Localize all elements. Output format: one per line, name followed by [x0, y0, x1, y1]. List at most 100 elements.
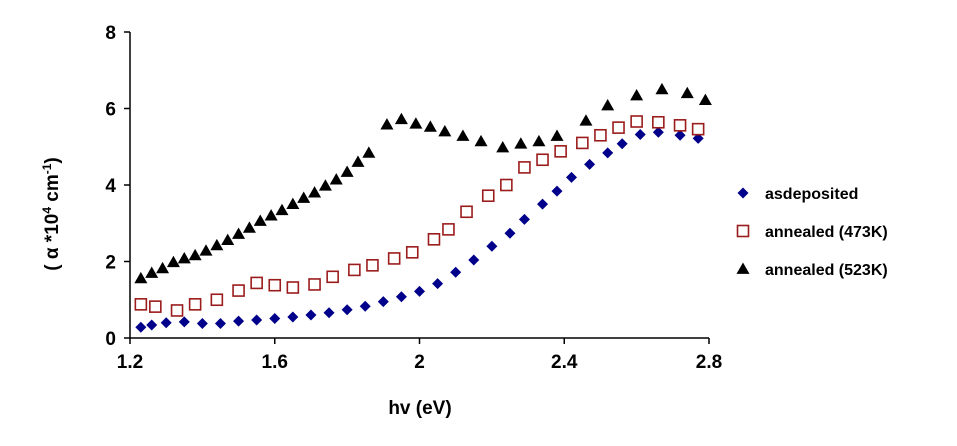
data-point [340, 165, 354, 177]
data-point [692, 132, 704, 144]
data-point [674, 129, 686, 141]
data-point [616, 138, 628, 150]
data-point [518, 161, 531, 174]
y-axis-title-superscript: -1 [40, 163, 54, 174]
x-tick-label: 1.2 [117, 352, 143, 373]
data-point [460, 205, 473, 219]
data-point [134, 271, 148, 284]
data-point [481, 189, 495, 203]
data-point [308, 278, 321, 291]
data-point [242, 221, 256, 233]
data-point [518, 213, 530, 225]
data-point [188, 248, 202, 261]
data-point [602, 147, 614, 159]
data-point [362, 146, 376, 158]
series-3 [134, 82, 712, 284]
data-point [496, 141, 510, 153]
data-point [210, 238, 224, 251]
data-point [221, 233, 235, 245]
data-point [514, 137, 528, 149]
data-point [576, 136, 589, 150]
y-tick-label: 2 [105, 253, 116, 274]
legend-label: annealed (523K) [765, 262, 888, 279]
data-point [680, 86, 694, 99]
data-point [405, 246, 419, 259]
data-point [486, 240, 498, 252]
data-point [395, 291, 407, 303]
data-point [297, 191, 311, 203]
x-tick-label: 2 [414, 352, 425, 373]
data-point [275, 203, 289, 216]
data-point [177, 251, 191, 264]
y-tick-label: 6 [105, 100, 116, 121]
series-2 [134, 115, 705, 317]
data-point [323, 307, 335, 319]
data-point [269, 312, 281, 324]
data-point [551, 185, 563, 197]
y-tick-labels: 0 2 4 6 8 [105, 23, 116, 350]
axes [124, 31, 710, 344]
data-point [550, 129, 564, 141]
legend: asdeposited annealed (473K) annealed (523K… [736, 186, 888, 279]
y-tick-label: 4 [105, 176, 116, 197]
y-tick-label: 8 [105, 23, 116, 44]
x-tick-label: 2.8 [696, 352, 722, 373]
data-point [287, 311, 299, 323]
y-axis-title-part: ) [42, 157, 63, 163]
data-points [134, 82, 712, 333]
data-point [188, 298, 202, 311]
data-point [554, 145, 567, 158]
data-point [594, 128, 607, 142]
legend-label: annealed (473K) [765, 224, 888, 241]
data-point [264, 209, 278, 221]
data-point [442, 223, 455, 236]
data-point [233, 315, 245, 327]
data-point [251, 314, 263, 326]
y-axis-title-part: cm [42, 174, 63, 207]
data-point [394, 112, 408, 125]
data-point [329, 173, 343, 185]
data-point [673, 119, 687, 132]
data-point [377, 296, 389, 308]
legend-marker [736, 224, 750, 238]
data-point [308, 186, 322, 198]
data-point [160, 317, 172, 329]
data-point [199, 244, 213, 256]
data-point [634, 129, 646, 141]
x-tick-labels: 1.2 1.6 2 2.4 2.8 [117, 352, 722, 373]
data-point [253, 214, 267, 226]
data-point [579, 114, 593, 126]
data-point [423, 120, 437, 132]
data-point [250, 276, 263, 290]
legend-marker [737, 187, 749, 199]
data-point [612, 121, 625, 134]
data-point [536, 153, 549, 167]
data-point [196, 317, 208, 329]
data-point [438, 124, 452, 137]
y-axis-title-part: ( α *10 [42, 214, 63, 271]
data-point [359, 300, 371, 312]
data-point [305, 309, 317, 321]
legend-label: asdeposited [765, 186, 858, 203]
series-1 [135, 126, 704, 333]
data-point [286, 281, 300, 294]
data-point [318, 179, 332, 191]
y-axis-title-superscript: 4 [40, 207, 54, 214]
data-point [232, 227, 246, 239]
data-point [409, 117, 423, 129]
x-tick-label: 1.6 [262, 352, 288, 373]
data-point [414, 285, 425, 297]
data-point [366, 259, 379, 272]
data-point [432, 278, 444, 290]
data-point [652, 126, 664, 138]
data-point [214, 317, 226, 329]
y-tick-label: 0 [105, 329, 116, 350]
data-point [145, 266, 159, 278]
data-point [380, 118, 394, 130]
data-point [135, 321, 147, 333]
data-point [268, 278, 282, 292]
data-point [348, 263, 361, 277]
data-point [286, 197, 300, 209]
